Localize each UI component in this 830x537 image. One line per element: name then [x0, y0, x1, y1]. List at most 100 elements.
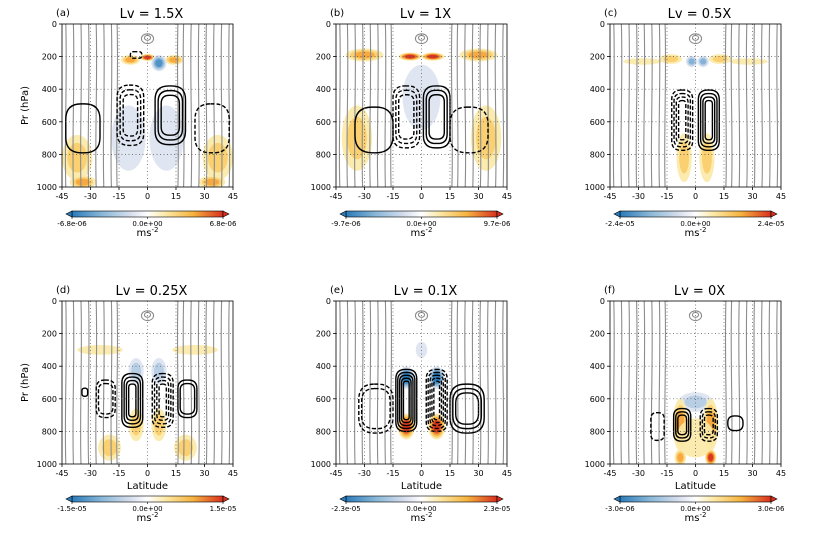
x-tick-label: -30: [632, 469, 645, 478]
shading-positive: [144, 55, 151, 59]
y-tick-label: 400: [42, 85, 57, 94]
y-tick-label: 200: [42, 53, 57, 62]
gray-contour: [612, 301, 615, 464]
shading-positive: [677, 453, 684, 462]
colorbar-min-arrow: [613, 210, 621, 218]
colorbar-unit-exponent: -2: [151, 511, 158, 519]
x-tick-label: 15: [171, 469, 181, 478]
gray-contour: [213, 24, 215, 187]
x-tick-label: 45: [502, 469, 512, 478]
gray-contour: [494, 301, 497, 464]
gray-contour: [628, 24, 630, 187]
gray-contour: [190, 301, 193, 464]
shading-negative: [402, 64, 441, 130]
gray-contour: [635, 24, 638, 187]
shading-positive: [347, 116, 367, 160]
x-tick-label: -45: [603, 469, 616, 478]
streamfunction-negative: [151, 372, 174, 429]
x-tick-label: -15: [660, 469, 673, 478]
streamfunction-negative: [677, 99, 687, 141]
streamfunction-positive: [677, 414, 688, 436]
x-tick-label: -15: [386, 192, 399, 201]
streamfunction-positive: [397, 371, 416, 430]
shading-positive: [207, 142, 228, 173]
gray-contour: [190, 24, 193, 187]
gray-contour: [450, 301, 453, 464]
streamfunction-negative: [703, 414, 714, 436]
x-tick-label: 0: [693, 192, 698, 201]
streamfunction-negative: [153, 376, 172, 425]
panel-label: (d): [56, 285, 70, 296]
x-tick-label: 0: [419, 192, 424, 201]
y-tick-label: 1000: [311, 460, 331, 469]
gray-contour: [664, 301, 667, 464]
streamfunction-positive: [704, 99, 714, 141]
x-tick-label: 0: [419, 469, 424, 478]
streamfunction-negative: [129, 51, 143, 59]
shading-positive: [432, 420, 441, 433]
x-tick-label: 30: [747, 192, 757, 201]
gray-contour: [220, 24, 223, 187]
streamfunction-positive: [727, 415, 744, 432]
colorbar-max-label: 9.7e-06: [484, 220, 511, 228]
streamfunction-negative: [671, 89, 694, 152]
gray-contour: [471, 301, 474, 464]
gray-contour: [354, 24, 356, 187]
streamfunction-positive: [81, 387, 89, 398]
colorbar-unit: ms-2: [411, 226, 433, 239]
gray-contour: [354, 301, 356, 464]
x-tick-label: 15: [719, 192, 729, 201]
colorbar: [71, 210, 224, 218]
shading-positive: [663, 55, 679, 63]
x-tick-label: -45: [329, 192, 342, 201]
x-tick-label: 30: [199, 192, 209, 201]
gray-contour: [369, 301, 372, 464]
streamfunction-positive: [455, 392, 480, 425]
shading-positive: [169, 57, 180, 63]
streamfunction-positive: [65, 103, 101, 154]
shading-positive: [178, 439, 193, 457]
gray-contour: [102, 301, 105, 464]
y-tick-label: 600: [316, 395, 331, 404]
colorbar-min-label: -2.3e-05: [331, 505, 360, 513]
y-tick-label: 800: [590, 150, 605, 159]
gray-contour: [688, 33, 703, 45]
streamfunction-positive: [123, 376, 142, 425]
shading-negative: [155, 59, 163, 67]
gray-contour: [228, 301, 231, 464]
gray-contour: [72, 24, 75, 187]
colorbar-mid-label: 0.0e+00: [406, 220, 436, 228]
gray-contour: [64, 24, 67, 187]
gray-contour: [479, 301, 482, 464]
gray-contour: [776, 24, 779, 187]
gray-contour: [730, 24, 733, 187]
streamfunction-negative: [116, 84, 145, 147]
colorbar-max-label: 6.8e-06: [210, 220, 237, 228]
colorbar-min-arrow: [613, 495, 621, 503]
colorbar-mid-label: 0.0e+00: [680, 505, 710, 513]
x-tick-label: 30: [473, 192, 483, 201]
panel-d: -45 -30 -15 0 15 30 45 0 200 400 600 800 1000 Lv = 0.…: [20, 284, 238, 524]
streamfunction-negative: [429, 374, 445, 427]
colorbar-max-label: 2.3e-05: [484, 505, 511, 513]
y-tick-label: 400: [42, 362, 57, 371]
y-tick-label: 200: [316, 53, 331, 62]
streamfunction-positive: [125, 379, 139, 421]
shading-positive: [153, 414, 164, 436]
streamfunction-negative: [398, 94, 415, 140]
panel-title: Lv = 0.5X: [668, 7, 732, 22]
gray-contour: [87, 301, 90, 464]
gray-contour: [724, 301, 727, 464]
y-tick-label: 600: [42, 118, 57, 127]
panel-title: Lv = 1.5X: [120, 7, 184, 22]
gray-contour: [464, 301, 467, 464]
streamfunction-positive: [702, 96, 716, 144]
gray-contour: [753, 301, 756, 464]
shading-positive: [102, 439, 117, 457]
streamfunction-positive: [699, 92, 718, 148]
gray-contour: [80, 301, 82, 464]
y-tick-label: 400: [316, 85, 331, 94]
gray-contour: [116, 301, 119, 464]
shading-negative: [415, 341, 428, 359]
gray-contour: [450, 24, 453, 187]
